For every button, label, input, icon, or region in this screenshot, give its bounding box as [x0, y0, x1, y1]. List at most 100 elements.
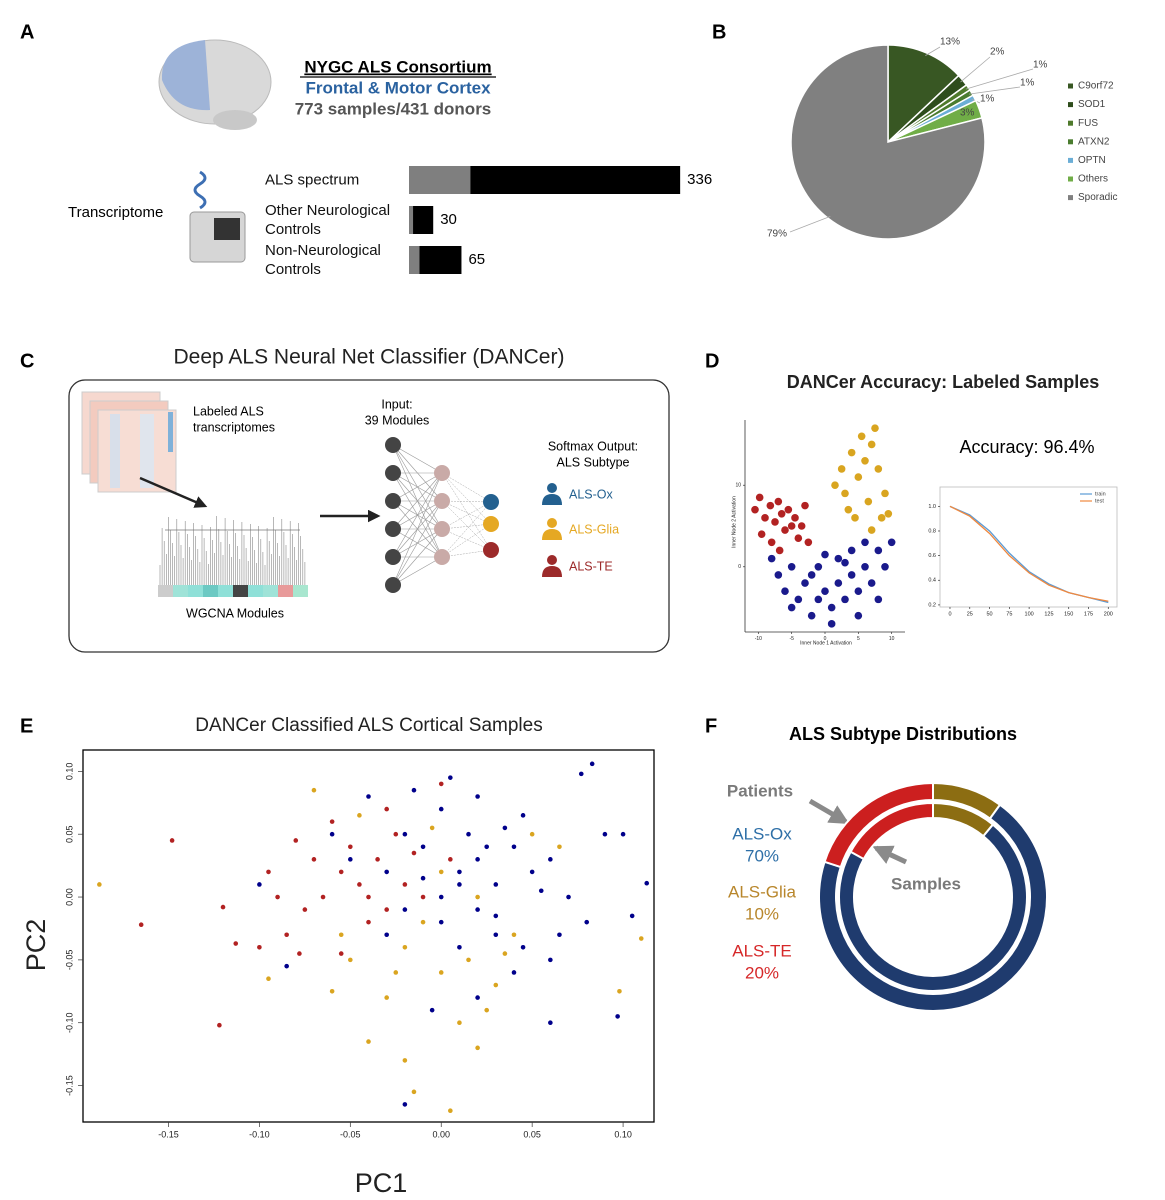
- y-tick-label: 0.6: [928, 553, 936, 559]
- point: [429, 1007, 435, 1013]
- point: [275, 894, 280, 900]
- ring-segment: [849, 801, 934, 861]
- point: [475, 894, 480, 900]
- total-label: 65: [468, 251, 485, 268]
- diagram-title: Deep ALS Neural Net Classifier (DANCer): [174, 346, 565, 369]
- panel-letter: A: [20, 21, 34, 43]
- point: [638, 936, 644, 941]
- cohort-region: Frontal & Motor Cortex: [305, 78, 491, 97]
- point: [493, 913, 499, 919]
- point: [844, 505, 853, 514]
- legend-label: Sporadic: [1078, 192, 1117, 203]
- network-edge: [441, 500, 492, 551]
- panel-letter: E: [20, 715, 33, 737]
- x-tick-label: -0.05: [340, 1129, 361, 1139]
- y-tick-label: 0: [738, 564, 741, 570]
- sequencer-screen: [214, 218, 240, 240]
- point: [578, 771, 584, 777]
- x-tick-label: 0.05: [523, 1129, 541, 1139]
- point: [438, 919, 444, 925]
- x-tick-label: 75: [1006, 611, 1012, 617]
- bar-segment: [413, 206, 434, 234]
- network-edge: [392, 472, 443, 502]
- point: [867, 526, 876, 534]
- bar-segment: [409, 246, 420, 274]
- output-node: [483, 542, 499, 558]
- point: [861, 538, 869, 547]
- point: [493, 882, 499, 887]
- point: [511, 932, 517, 938]
- slice-label: 13%: [940, 37, 960, 48]
- module-color: [218, 585, 233, 597]
- leader-line: [925, 46, 941, 56]
- point: [887, 538, 896, 547]
- point: [797, 522, 806, 530]
- arrow: [872, 845, 908, 865]
- category-label: ALS-Ox: [732, 824, 792, 843]
- diagram-label: Softmax Output:: [548, 439, 638, 453]
- input-node: [385, 465, 401, 481]
- hidden-node: [434, 493, 450, 509]
- point: [266, 976, 271, 982]
- chart-title: DANCer Classified ALS Cortical Samples: [195, 715, 542, 736]
- point: [384, 869, 389, 875]
- point: [834, 554, 843, 563]
- point: [457, 869, 462, 875]
- slice-label: 3%: [960, 108, 975, 119]
- diagram-label: ALS Subtype: [557, 455, 630, 469]
- point: [97, 882, 102, 887]
- point: [502, 825, 508, 831]
- point: [847, 448, 856, 457]
- network-edge: [441, 523, 492, 558]
- diagram-label: transcriptomes: [193, 420, 275, 434]
- output-label: ALS-Glia: [569, 522, 619, 536]
- point: [393, 970, 399, 975]
- point: [548, 857, 553, 862]
- legend-label: FUS: [1078, 118, 1098, 129]
- pie-slice: [887, 44, 960, 144]
- brain-frontal: [161, 40, 210, 111]
- point: [814, 562, 823, 571]
- legend-marker: [1068, 195, 1073, 201]
- point: [781, 587, 789, 596]
- value-label: 10%: [745, 904, 779, 923]
- network-edge: [441, 472, 492, 551]
- hidden-node: [434, 465, 450, 481]
- point: [466, 957, 471, 963]
- point: [411, 850, 417, 856]
- point: [847, 571, 856, 579]
- point: [493, 982, 499, 988]
- chart-title: DANCer Accuracy: Labeled Samples: [787, 372, 1099, 392]
- y-tick-label: 10: [735, 483, 741, 489]
- heatmap-sheet: [97, 409, 177, 493]
- point: [357, 882, 362, 887]
- network-edge: [441, 501, 492, 530]
- point: [854, 587, 863, 596]
- x-tick-label: 10: [889, 636, 895, 642]
- point: [393, 831, 399, 837]
- ring-segment: [818, 803, 1048, 1012]
- point: [548, 957, 553, 963]
- point: [284, 932, 289, 938]
- x-axis-label: Inner Node 1 Activation: [800, 640, 852, 646]
- point: [867, 579, 876, 587]
- point: [448, 857, 453, 862]
- line-series: [949, 505, 1109, 604]
- point: [775, 546, 784, 555]
- brain-icon: [158, 39, 272, 130]
- legend-marker: [1068, 157, 1073, 163]
- point: [644, 880, 650, 886]
- point: [420, 919, 426, 925]
- point: [767, 554, 776, 563]
- x-tick-label: 125: [1044, 611, 1053, 617]
- y-tick-label: -0.15: [64, 1075, 74, 1096]
- y-tick-label: 0.05: [64, 825, 74, 843]
- bar-segment: [470, 166, 681, 194]
- point: [566, 894, 571, 900]
- point: [311, 857, 317, 862]
- input-node: [385, 577, 401, 593]
- ring-label: Samples: [891, 874, 961, 893]
- diagram-label: 39 Modules: [365, 413, 430, 427]
- heatmap-stripe: [140, 414, 154, 488]
- pie-slice: [790, 44, 986, 240]
